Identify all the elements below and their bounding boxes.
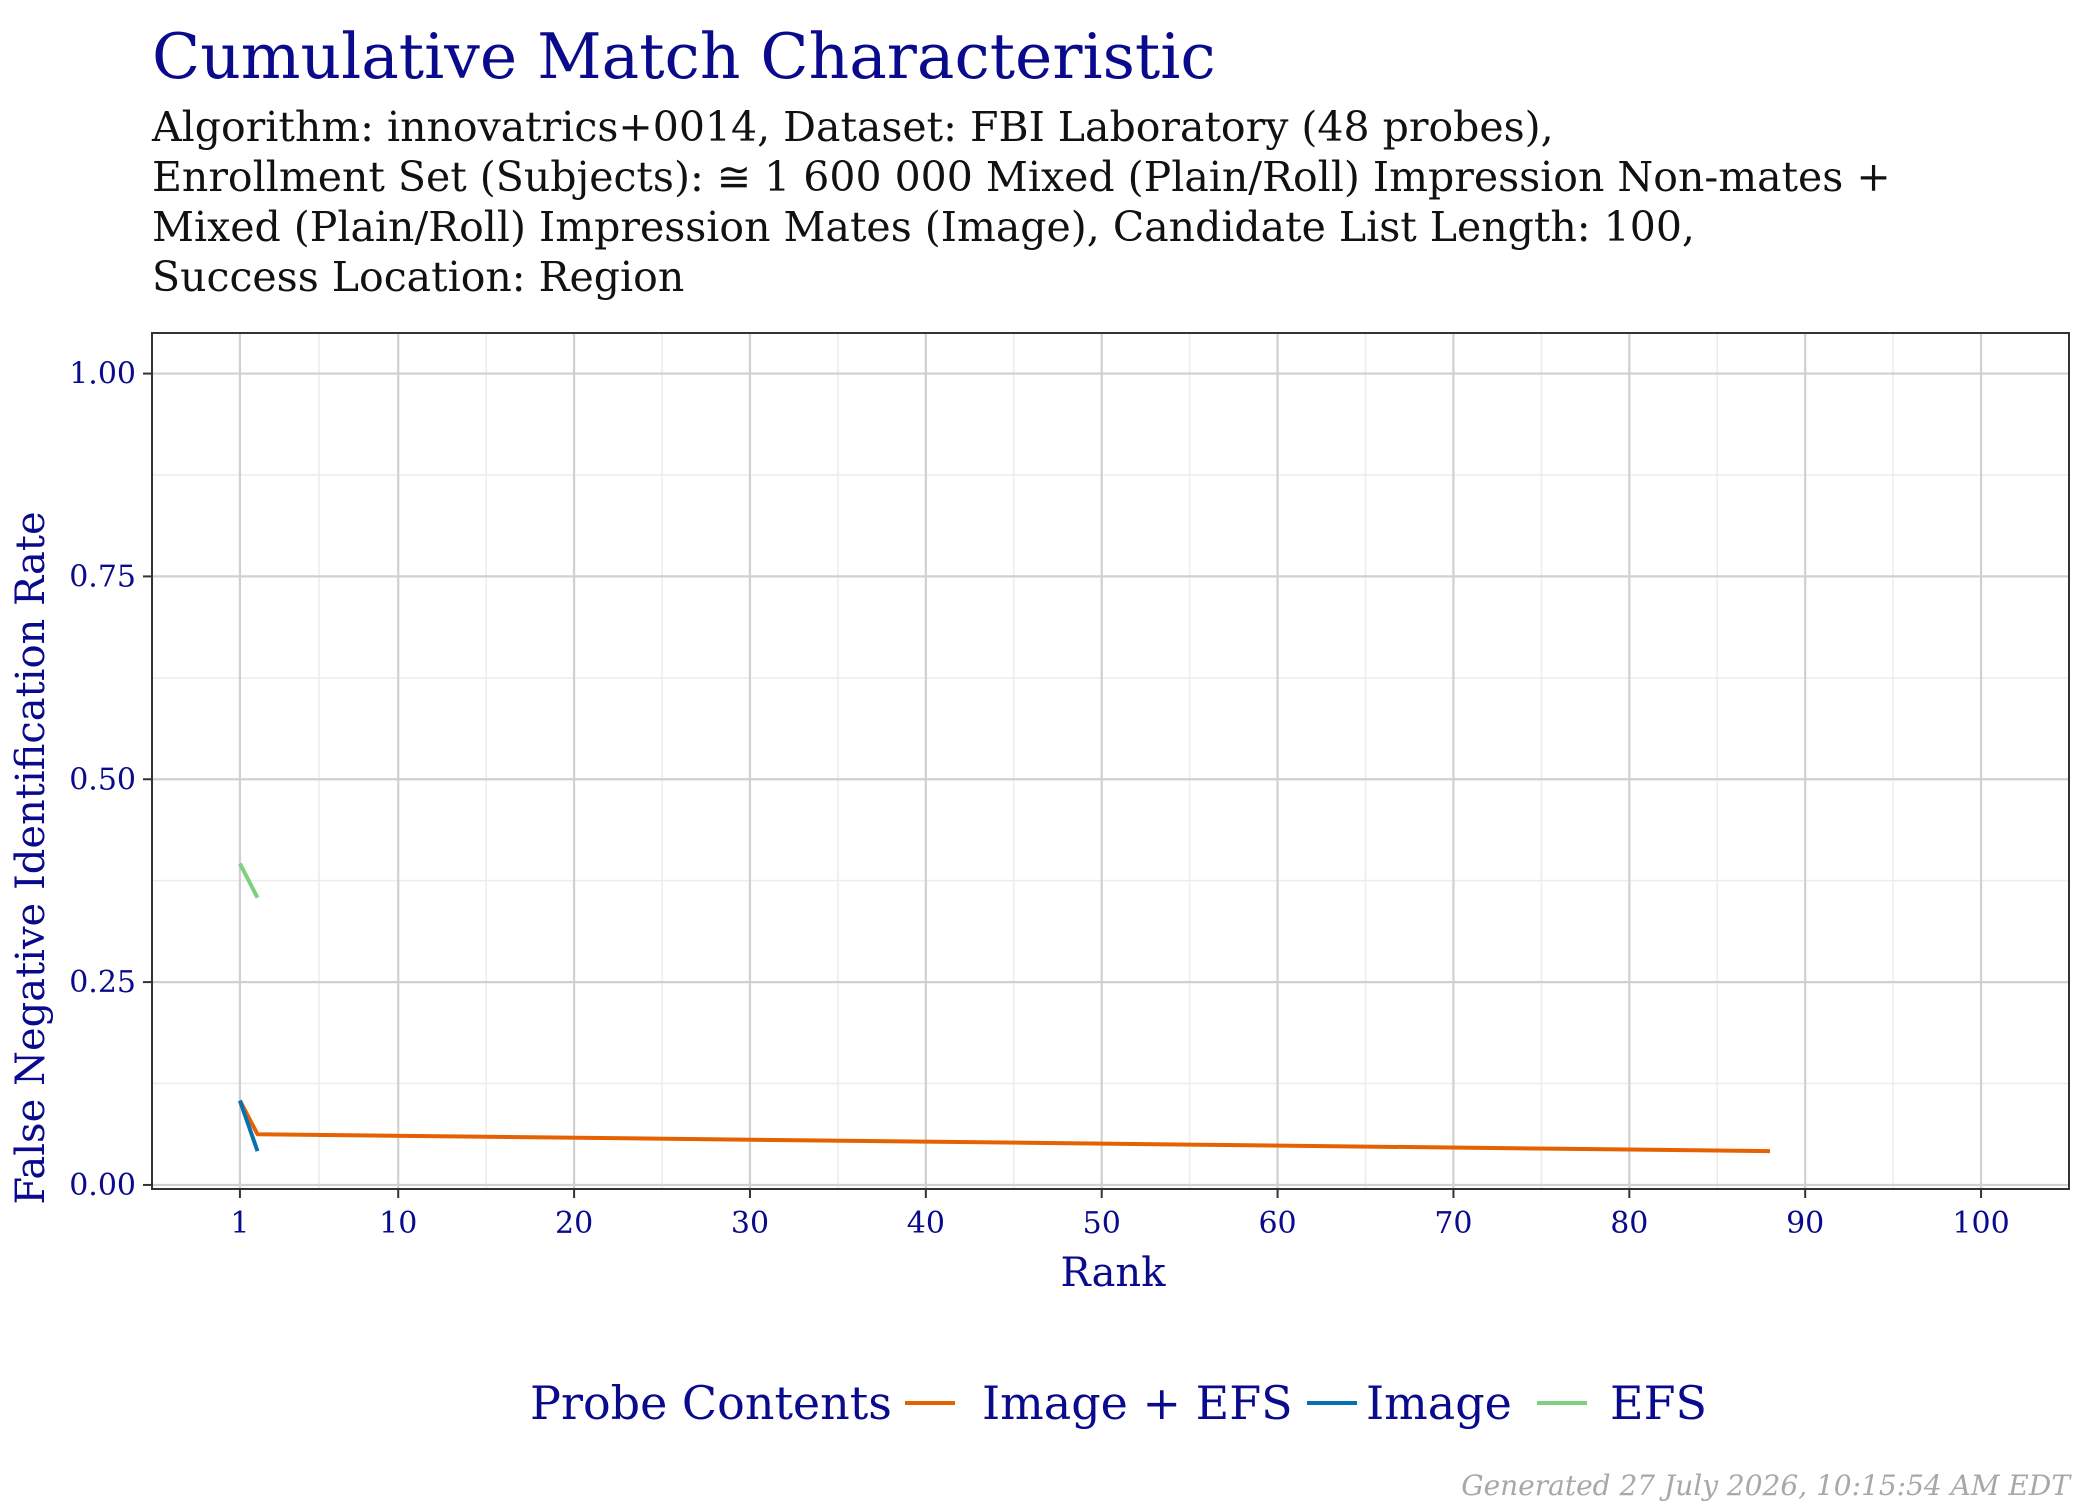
y-tick-label: 0.25	[69, 965, 136, 1000]
x-tick-label: 20	[555, 1206, 593, 1241]
chart-title: Cumulative Match Characteristic	[152, 20, 1216, 93]
subtitle-line: Mixed (Plain/Roll) Impression Mates (Ima…	[152, 203, 1695, 251]
x-tick-label: 10	[379, 1206, 417, 1241]
series-line-image	[238, 1099, 260, 1152]
series-line-efs	[238, 862, 260, 899]
x-axis-label: Rank	[1061, 1250, 1167, 1296]
plot-panel-border	[151, 332, 2070, 1190]
y-axis-label: False Negative Identification Rate	[8, 511, 54, 1204]
x-tick-label: 80	[1610, 1206, 1648, 1241]
subtitle-line: Algorithm: innovatrics+0014, Dataset: FB…	[152, 103, 1554, 151]
legend-label: EFS	[1610, 1376, 1707, 1430]
legend-label: Image	[1366, 1376, 1512, 1430]
legend: Probe Contents Image + EFS Image EFS	[530, 1376, 1707, 1430]
x-tick-label: 70	[1434, 1206, 1472, 1241]
legend-label: Image + EFS	[982, 1376, 1293, 1430]
series-line-image-efs	[238, 1099, 1771, 1154]
chart-subtitle: Algorithm: innovatrics+0014, Dataset: FB…	[152, 102, 2052, 302]
y-tick-label: 1.00	[69, 357, 136, 392]
axes: 1 10 20 30 40 50 60 70 80 90 100 0.00 0.25 0.50 0.75 1.…	[69, 357, 2009, 1241]
x-tick-label: 30	[731, 1206, 769, 1241]
x-tick-label: 50	[1083, 1206, 1121, 1241]
subtitle-line: Success Location: Region	[152, 253, 685, 301]
series-lines	[238, 862, 1771, 1154]
x-tick-label: 1	[230, 1206, 249, 1241]
y-tick-label: 0.50	[69, 762, 136, 797]
x-tick-label: 100	[1952, 1206, 2009, 1241]
x-tick-label: 40	[907, 1206, 945, 1241]
y-tick-label: 0.75	[69, 559, 136, 594]
y-tick-label: 0.00	[69, 1168, 136, 1203]
x-tick-label: 90	[1786, 1206, 1824, 1241]
subtitle-line: Enrollment Set (Subjects): ≅ 1 600 000 M…	[152, 153, 1891, 201]
x-tick-label: 60	[1258, 1206, 1296, 1241]
legend-title: Probe Contents	[530, 1376, 892, 1430]
grid	[152, 333, 2069, 1189]
generated-footer: Generated 27 July 2026, 10:15:54 AM EDT	[1461, 1469, 2070, 1502]
